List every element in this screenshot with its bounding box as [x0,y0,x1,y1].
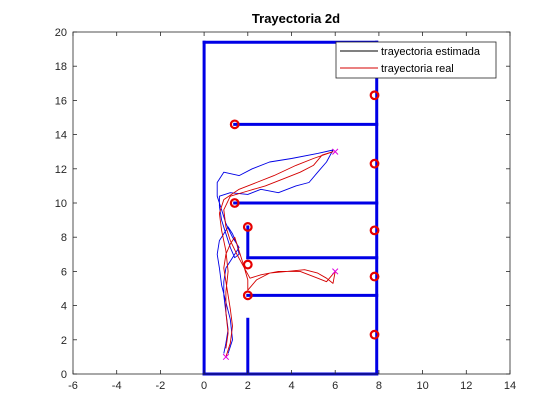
legend-label-real: trayectoria real [381,63,454,75]
landmark-4 [242,290,253,301]
x-tick-label: 0 [201,380,207,392]
landmark-layer [229,90,380,340]
landmark-5 [369,90,380,101]
y-tick-label: 8 [61,232,67,244]
y-tick-label: 20 [55,27,67,39]
x-tick-label: 2 [245,380,251,392]
x-tick-label: 8 [376,380,382,392]
legend-label-estimada: trayectoria estimada [381,46,481,58]
landmark-9 [369,329,380,340]
x-tick-label: 12 [460,380,472,392]
landmark-8 [369,271,380,282]
chart-title: Trayectoria 2d [252,11,340,26]
y-tick-label: 0 [61,369,67,381]
landmark-0 [229,119,240,130]
x-tick-label: 6 [332,380,338,392]
x-tick-label: 10 [416,380,428,392]
y-tick-label: 12 [55,164,67,176]
y-tick-label: 14 [55,130,67,142]
y-axis-ticks: 0 2 4 6 8 10 12 14 16 18 20 [55,27,510,381]
landmark-2 [242,222,253,232]
landmark-1 [229,198,240,208]
landmark-6 [369,158,380,169]
series-estimada-line [216,149,334,354]
y-tick-label: 18 [55,61,67,73]
y-tick-label: 16 [55,95,67,107]
x-tick-label: -2 [156,380,166,392]
endpoint-marker-1 [332,268,339,275]
legend-box [335,41,497,79]
x-tick-label: 14 [504,380,516,392]
series-layer [216,149,336,358]
y-tick-label: 10 [55,198,67,210]
endpoint-marker-0 [332,148,339,155]
y-tick-label: 6 [61,266,67,278]
x-axis-ticks: -6 -4 -2 0 2 4 6 8 10 12 14 [68,32,516,392]
y-tick-label: 2 [61,335,67,347]
landmark-7 [369,225,380,236]
x-tick-label: 4 [288,380,294,392]
series-real-line [218,151,336,358]
landmark-3 [242,259,253,270]
legend: trayectoria estimada trayectoria real [335,41,497,79]
y-tick-label: 4 [61,301,67,313]
x-tick-label: -6 [68,380,78,392]
endpoint-marker-2 [222,353,230,361]
walls-layer [202,40,379,376]
x-tick-label: -4 [112,380,122,392]
marker-layer [222,148,339,361]
